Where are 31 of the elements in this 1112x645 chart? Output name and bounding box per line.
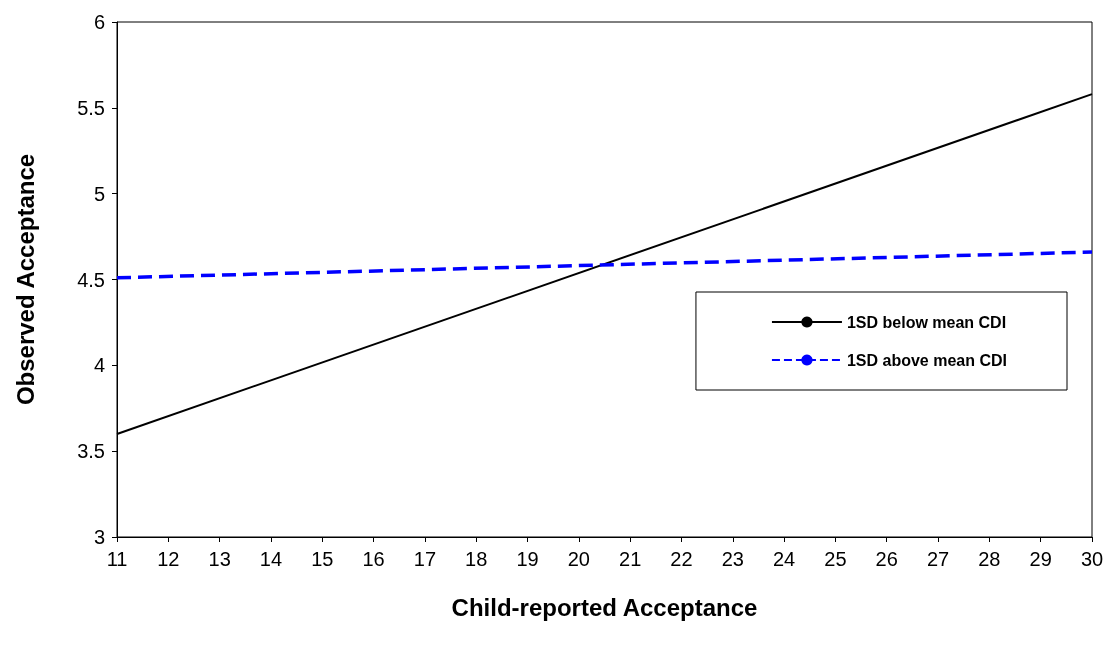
x-tick-label: 13 <box>208 548 231 570</box>
x-tick-label: 15 <box>311 548 334 570</box>
x-tick-label: 30 <box>1080 548 1104 570</box>
x-tick-label: 11 <box>106 548 128 570</box>
x-tick-label: 25 <box>824 548 847 570</box>
x-tick-label: 19 <box>516 548 539 570</box>
legend-label: 1SD below mean CDI <box>846 313 1007 331</box>
x-tick-label: 26 <box>875 548 898 570</box>
x-tick-label: 22 <box>670 548 693 570</box>
x-tick-label: 24 <box>772 548 796 570</box>
y-tick-label: 4 <box>93 354 105 377</box>
y-tick-label: 5 <box>93 182 105 205</box>
y-tick-label: 5.5 <box>77 96 105 119</box>
y-tick-label: 4.5 <box>77 268 105 291</box>
x-tick-label: 27 <box>926 548 950 570</box>
y-axis-title: Observed Acceptance <box>11 153 39 406</box>
x-tick-label: 12 <box>157 548 180 570</box>
x-tick-label: 28 <box>978 548 1001 570</box>
legend-label: 1SD above mean CDI <box>846 351 1008 369</box>
y-tick-label: 3 <box>93 526 105 548</box>
x-tick-label: 20 <box>567 548 590 570</box>
y-tick-label: 6 <box>93 11 105 33</box>
x-axis-title: Child-reported Acceptance <box>451 593 758 621</box>
x-tick-label: 17 <box>413 548 437 570</box>
x-tick-label: 18 <box>465 548 488 570</box>
x-tick-label: 14 <box>259 548 283 570</box>
y-tick-label: 3.5 <box>77 440 105 463</box>
x-tick-label: 16 <box>362 548 385 570</box>
x-tick-label: 29 <box>1029 548 1052 570</box>
x-tick-label: 23 <box>721 548 744 570</box>
x-tick-label: 21 <box>619 548 642 570</box>
